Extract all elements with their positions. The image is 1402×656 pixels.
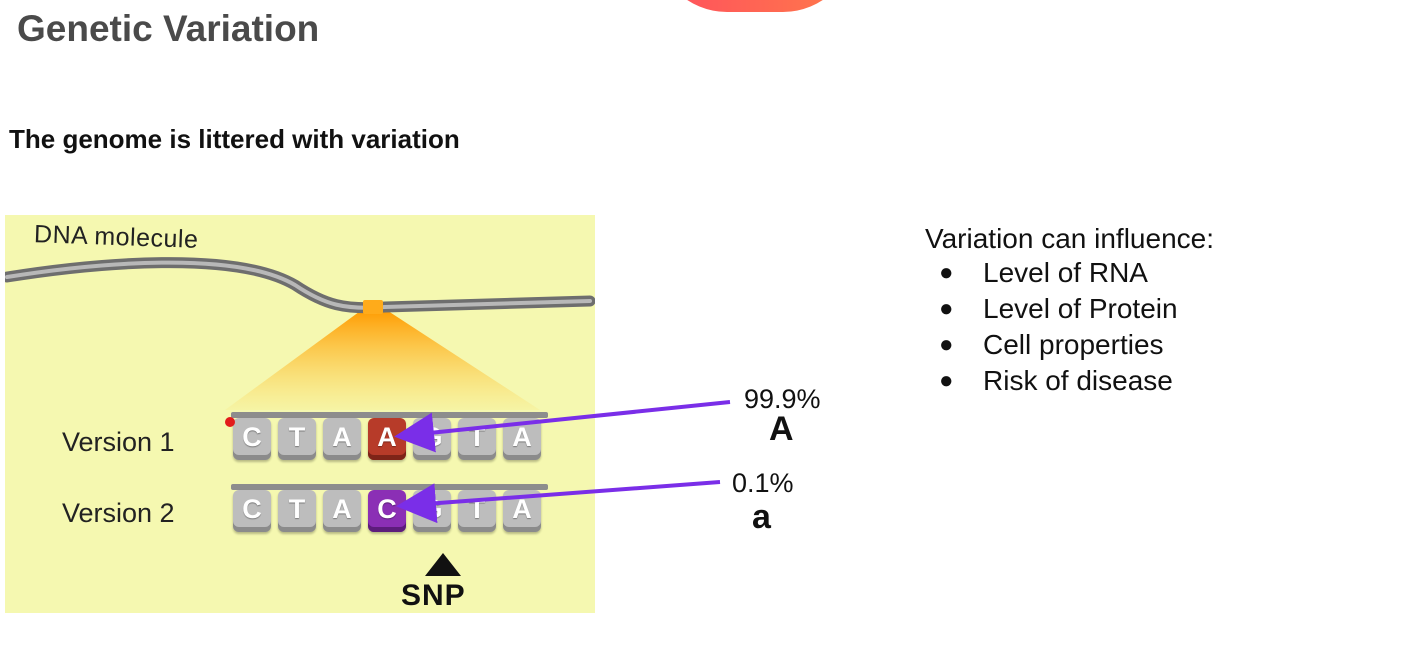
top-decoration bbox=[655, 0, 855, 12]
base-tile: G bbox=[413, 490, 451, 532]
base-tile: A bbox=[323, 490, 361, 532]
pointer-dot bbox=[225, 417, 235, 427]
version-1-label: Version 1 bbox=[62, 427, 175, 457]
allele-frequency-major: 99.9% bbox=[744, 384, 821, 414]
allele-symbol-minor: a bbox=[752, 498, 771, 536]
base-tile: T bbox=[278, 490, 316, 532]
snp-label: SNP bbox=[401, 579, 466, 612]
influence-heading: Variation can influence: bbox=[925, 223, 1214, 254]
bullet-icon: ● bbox=[939, 367, 954, 394]
base-tile: T bbox=[458, 418, 496, 460]
influence-list: Variation can influence: ● Level of RNA ●… bbox=[925, 223, 1214, 399]
list-item: ● Risk of disease bbox=[925, 363, 1214, 399]
highlighted-segment bbox=[363, 300, 383, 314]
bullet-icon: ● bbox=[939, 259, 954, 286]
version-2-label: Version 2 bbox=[62, 498, 175, 528]
allele-frequency-minor: 0.1% bbox=[732, 468, 794, 498]
base-tile: A bbox=[503, 418, 541, 460]
list-item: ● Cell properties bbox=[925, 327, 1214, 363]
base-tile: C bbox=[233, 490, 271, 532]
base-tile: G bbox=[413, 418, 451, 460]
slide-subtitle: The genome is littered with variation bbox=[9, 124, 460, 154]
dna-diagram: DNA molecule Version 1 C T A A G T A Ver… bbox=[5, 215, 595, 613]
slide-title: Genetic Variation bbox=[17, 8, 320, 49]
zoom-beam bbox=[225, 309, 540, 410]
base-tile: T bbox=[278, 418, 316, 460]
list-item: ● Level of RNA bbox=[925, 255, 1214, 291]
variant-base-tile: A bbox=[368, 418, 406, 460]
bullet-icon: ● bbox=[939, 295, 954, 322]
bullet-icon: ● bbox=[939, 331, 954, 358]
dna-molecule-label: DNA molecule bbox=[33, 220, 199, 254]
list-item: ● Level of Protein bbox=[925, 291, 1214, 327]
variant-base-tile: C bbox=[368, 490, 406, 532]
base-tile: A bbox=[503, 490, 541, 532]
dna-illustration bbox=[5, 257, 595, 410]
base-tile: C bbox=[233, 418, 271, 460]
base-tile: T bbox=[458, 490, 496, 532]
sequence-backbone bbox=[231, 484, 548, 490]
sequence-backbone bbox=[231, 412, 548, 418]
base-tile: A bbox=[323, 418, 361, 460]
allele-symbol-major: A bbox=[769, 410, 794, 448]
